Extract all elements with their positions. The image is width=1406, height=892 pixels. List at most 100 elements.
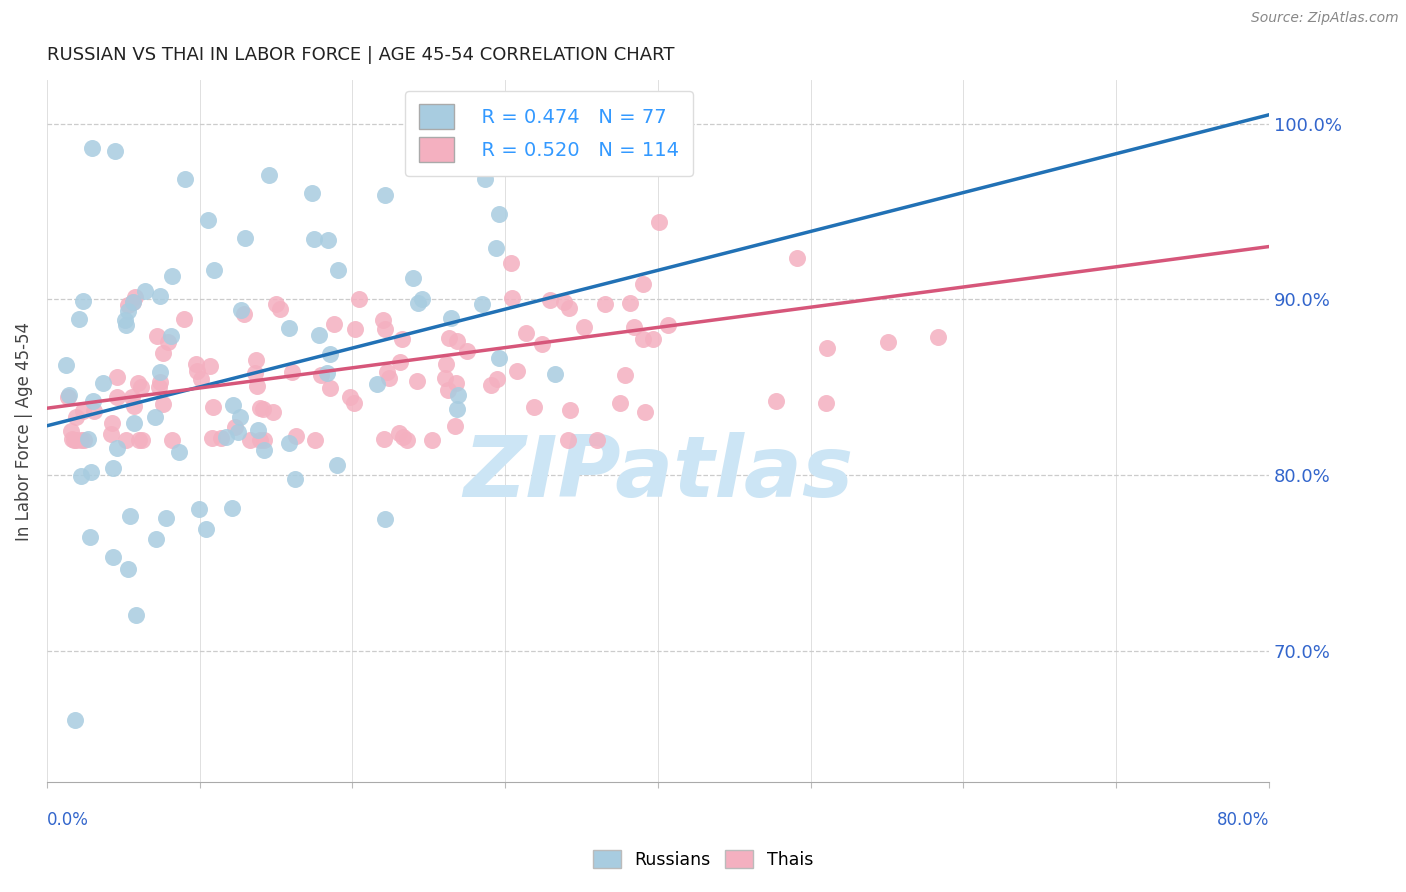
Text: 0.0%: 0.0% xyxy=(46,811,89,829)
Point xyxy=(538,293,561,308)
Point xyxy=(609,396,631,410)
Point xyxy=(486,372,509,386)
Point xyxy=(160,268,183,283)
Point xyxy=(613,368,636,383)
Point xyxy=(174,172,197,186)
Point xyxy=(343,322,366,336)
Point xyxy=(623,319,645,334)
Point xyxy=(446,402,468,417)
Point xyxy=(143,409,166,424)
Point xyxy=(243,366,266,380)
Point xyxy=(134,284,156,298)
Point xyxy=(257,169,280,183)
Point xyxy=(249,401,271,416)
Point xyxy=(264,297,287,311)
Point xyxy=(391,333,413,347)
Point xyxy=(232,307,254,321)
Point xyxy=(114,433,136,447)
Point xyxy=(641,332,664,346)
Point xyxy=(60,432,83,446)
Point xyxy=(187,502,209,516)
Point xyxy=(65,410,87,425)
Point xyxy=(488,207,510,221)
Point xyxy=(100,426,122,441)
Point xyxy=(226,425,249,439)
Point xyxy=(77,432,100,446)
Point xyxy=(246,423,269,437)
Point xyxy=(343,396,366,410)
Point xyxy=(373,312,395,326)
Point xyxy=(229,409,252,424)
Point xyxy=(374,512,396,526)
Point xyxy=(558,301,581,315)
Point xyxy=(105,391,128,405)
Point xyxy=(167,445,190,459)
Point xyxy=(231,303,253,318)
Point xyxy=(104,144,127,158)
Point xyxy=(117,304,139,318)
Point xyxy=(65,433,87,447)
Point xyxy=(253,442,276,457)
Point xyxy=(430,120,453,135)
Point xyxy=(765,393,787,408)
Point xyxy=(405,374,427,388)
Text: ZIPatlas: ZIPatlas xyxy=(463,432,853,515)
Point xyxy=(530,336,553,351)
Point xyxy=(101,549,124,564)
Point xyxy=(485,241,508,255)
Point xyxy=(388,355,411,369)
Point xyxy=(406,295,429,310)
Point xyxy=(557,433,579,447)
Text: RUSSIAN VS THAI IN LABOR FORCE | AGE 45-54 CORRELATION CHART: RUSSIAN VS THAI IN LABOR FORCE | AGE 45-… xyxy=(46,46,675,64)
Point xyxy=(69,469,91,483)
Point xyxy=(347,292,370,306)
Point xyxy=(316,366,339,380)
Point xyxy=(284,472,307,486)
Point xyxy=(101,461,124,475)
Point xyxy=(121,294,143,309)
Point xyxy=(523,400,546,414)
Point xyxy=(149,365,172,379)
Point xyxy=(117,562,139,576)
Point xyxy=(82,140,104,154)
Point xyxy=(65,714,87,728)
Point xyxy=(657,318,679,332)
Point xyxy=(396,433,419,447)
Point xyxy=(129,380,152,394)
Point xyxy=(648,215,671,229)
Point xyxy=(488,159,510,173)
Point xyxy=(55,358,77,372)
Point xyxy=(252,402,274,417)
Point xyxy=(202,263,225,277)
Point xyxy=(215,430,238,444)
Point xyxy=(233,231,256,245)
Point xyxy=(245,352,267,367)
Point xyxy=(373,432,395,446)
Point xyxy=(328,263,350,277)
Point xyxy=(198,359,221,374)
Point xyxy=(262,405,284,419)
Point xyxy=(152,346,174,360)
Text: 80.0%: 80.0% xyxy=(1216,811,1270,829)
Point xyxy=(246,379,269,393)
Point xyxy=(114,318,136,333)
Point xyxy=(815,395,838,409)
Point xyxy=(876,335,898,350)
Point xyxy=(506,364,529,378)
Point xyxy=(434,357,457,371)
Point xyxy=(402,271,425,285)
Point xyxy=(122,294,145,309)
Point xyxy=(446,334,468,348)
Point xyxy=(479,377,502,392)
Point xyxy=(128,433,150,447)
Point xyxy=(437,384,460,398)
Point xyxy=(325,458,347,472)
Point xyxy=(124,290,146,304)
Point xyxy=(145,329,167,343)
Point xyxy=(444,419,467,434)
Point xyxy=(411,292,433,306)
Point xyxy=(316,233,339,247)
Point xyxy=(80,465,103,479)
Point xyxy=(308,328,330,343)
Point xyxy=(184,357,207,371)
